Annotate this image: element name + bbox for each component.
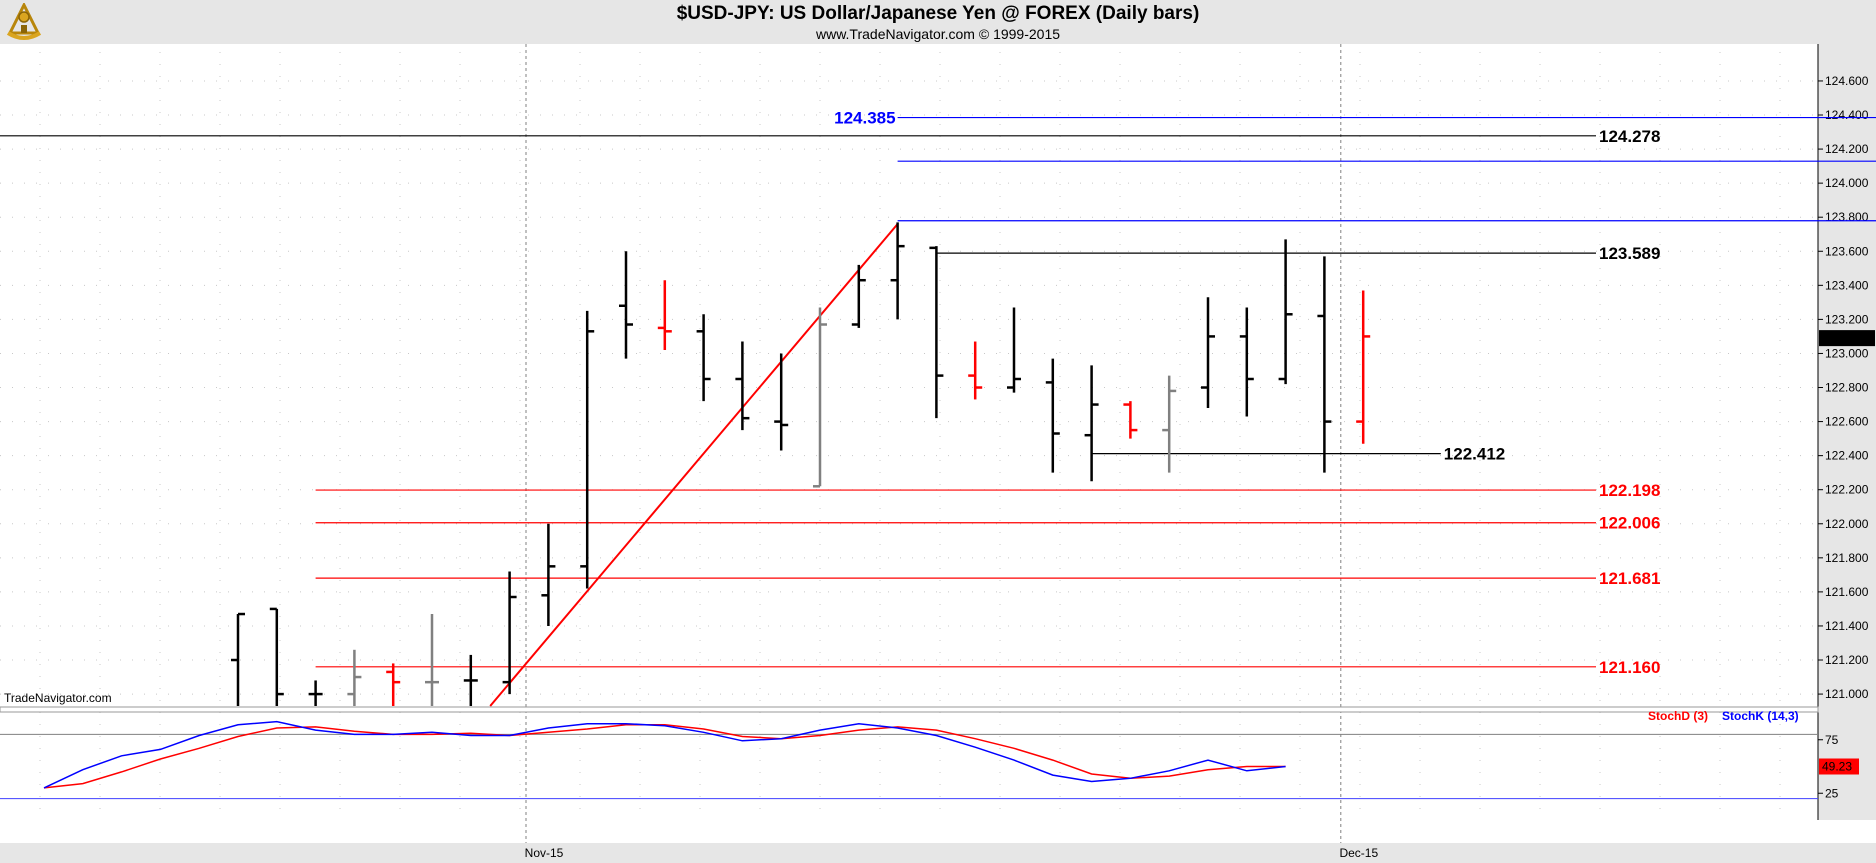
price-tick-label: 124.400 xyxy=(1825,108,1869,122)
level-label-121.160: 121.160 xyxy=(1599,658,1660,677)
level-label-123.589: 123.589 xyxy=(1599,244,1660,263)
ohlc-bar[interactable] xyxy=(1007,307,1021,393)
ohlc-bar[interactable] xyxy=(890,222,905,320)
ohlc-bar[interactable] xyxy=(968,341,983,400)
ohlc-bar[interactable] xyxy=(425,614,439,706)
level-label-124.385: 124.385 xyxy=(834,109,895,128)
ohlc-bar[interactable] xyxy=(735,341,750,431)
ohlc-bar[interactable] xyxy=(774,353,789,451)
price-tick-label: 122.800 xyxy=(1825,381,1869,395)
legend-stoch-k: StochK (14,3) xyxy=(1722,709,1799,723)
ohlc-bar[interactable] xyxy=(269,607,284,706)
price-tick-label: 122.200 xyxy=(1825,483,1869,497)
ohlc-bar[interactable] xyxy=(463,654,478,706)
ohlc-bar[interactable] xyxy=(502,571,517,695)
stoch-last-value-label: 49.23 xyxy=(1822,760,1852,774)
price-tick-label: 121.800 xyxy=(1825,551,1869,565)
price-grid xyxy=(0,52,1818,820)
ohlc-bar[interactable] xyxy=(1317,256,1332,473)
sextant-logo-icon[interactable] xyxy=(4,3,44,41)
date-tick-label: Dec-15 xyxy=(1339,846,1378,860)
price-tick-label: 121.400 xyxy=(1825,619,1869,633)
ohlc-bar[interactable] xyxy=(657,280,672,351)
ohlc-bar[interactable] xyxy=(929,246,944,419)
stoch-tick-label: 25 xyxy=(1825,786,1839,800)
ohlc-bar[interactable] xyxy=(308,680,323,706)
chart-subtitle: www.TradeNavigator.com © 1999-2015 xyxy=(815,26,1061,42)
ohlc-bar[interactable] xyxy=(541,523,556,626)
ohlc-bar[interactable] xyxy=(231,612,245,706)
stoch-k-line xyxy=(43,720,1286,789)
ohlc-bar[interactable] xyxy=(386,663,401,706)
price-tick-label: 121.000 xyxy=(1825,687,1869,701)
legend-stoch-d: StochD (3) xyxy=(1648,709,1708,723)
level-label-122.412: 122.412 xyxy=(1444,445,1505,464)
price-tick-label: 121.200 xyxy=(1825,653,1869,667)
stoch-last-value-marker xyxy=(1819,758,1859,775)
date-tick-label: Nov-15 xyxy=(525,846,564,860)
level-label-121.681: 121.681 xyxy=(1599,569,1660,588)
ohlc-bar[interactable] xyxy=(813,307,827,488)
price-tick-label: 124.200 xyxy=(1825,142,1869,156)
trend-line xyxy=(489,223,899,707)
watermark-text: TradeNavigator.com xyxy=(4,691,112,705)
ohlc-bar[interactable] xyxy=(1162,375,1177,473)
ohlc-bar[interactable] xyxy=(580,310,595,589)
ohlc-bar[interactable] xyxy=(619,251,633,359)
date-axis-panel xyxy=(0,843,1876,863)
ohlc-bar[interactable] xyxy=(696,314,711,402)
ohlc-bar[interactable] xyxy=(1084,365,1099,482)
ohlc-bar[interactable] xyxy=(1356,290,1371,444)
price-tick-label: 122.400 xyxy=(1825,449,1869,463)
stoch-tick-label: 75 xyxy=(1825,733,1839,747)
level-label-122.198: 122.198 xyxy=(1599,481,1660,500)
last-price-label: 123.090 xyxy=(1823,331,1867,345)
ohlc-bar[interactable] xyxy=(1239,307,1254,417)
ohlc-bar[interactable] xyxy=(347,649,362,706)
price-tick-label: 124.600 xyxy=(1825,74,1869,88)
price-axis-panel xyxy=(1818,44,1876,820)
price-tick-label: 121.600 xyxy=(1825,585,1869,599)
level-label-122.006: 122.006 xyxy=(1599,514,1660,533)
panel-divider[interactable] xyxy=(0,706,1819,713)
price-tick-label: 122.600 xyxy=(1825,415,1869,429)
price-tick-label: 123.600 xyxy=(1825,244,1869,258)
price-tick-label: 123.000 xyxy=(1825,346,1869,360)
level-label-124.278: 124.278 xyxy=(1599,127,1660,146)
price-tick-label: 123.800 xyxy=(1825,210,1869,224)
ohlc-bar[interactable] xyxy=(1201,297,1215,408)
title-bar xyxy=(0,0,1876,44)
ohlc-bar[interactable] xyxy=(1123,401,1138,439)
price-tick-label: 124.000 xyxy=(1825,176,1869,190)
chart-title: $USD-JPY: US Dollar/Japanese Yen @ FOREX… xyxy=(676,3,1200,24)
price-tick-label: 122.000 xyxy=(1825,517,1869,531)
stoch-d-line xyxy=(43,724,1286,789)
last-price-marker xyxy=(1819,330,1875,347)
price-tick-label: 123.200 xyxy=(1825,312,1869,326)
ohlc-bar[interactable] xyxy=(1045,358,1060,473)
ohlc-bar[interactable] xyxy=(851,264,866,328)
price-tick-label: 123.400 xyxy=(1825,278,1869,292)
ohlc-bar[interactable] xyxy=(1278,239,1293,385)
